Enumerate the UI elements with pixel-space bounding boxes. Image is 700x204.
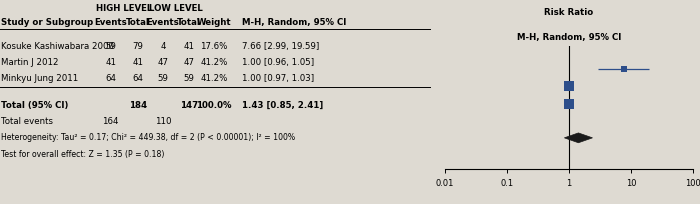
Text: 41: 41 [132, 58, 144, 67]
Text: Events: Events [94, 18, 127, 27]
Text: 4: 4 [160, 42, 166, 51]
Text: 1.00 [0.97, 1.03]: 1.00 [0.97, 1.03] [241, 74, 314, 83]
Text: Test for overall effect: Z = 1.35 (P = 0.18): Test for overall effect: Z = 1.35 (P = 0… [1, 149, 164, 158]
Text: 7.66 [2.99, 19.59]: 7.66 [2.99, 19.59] [241, 42, 318, 51]
Text: M-H, Random, 95% CI: M-H, Random, 95% CI [517, 33, 621, 42]
Text: LOW LEVEL: LOW LEVEL [149, 4, 203, 13]
Text: 110: 110 [155, 116, 172, 125]
Text: 1.00 [0.96, 1.05]: 1.00 [0.96, 1.05] [241, 58, 314, 67]
Text: 64: 64 [105, 74, 116, 83]
Text: Total: Total [126, 18, 150, 27]
Text: Events: Events [147, 18, 179, 27]
Text: 41: 41 [183, 42, 195, 51]
Text: Martin J 2012: Martin J 2012 [1, 58, 59, 67]
Text: Total (95% CI): Total (95% CI) [1, 101, 69, 110]
Text: M-H, Random, 95% CI: M-H, Random, 95% CI [241, 18, 346, 27]
Text: Weight: Weight [197, 18, 232, 27]
Text: 79: 79 [132, 42, 144, 51]
Point [563, 85, 574, 89]
Text: HIGH LEVEL: HIGH LEVEL [96, 4, 153, 13]
Polygon shape [564, 133, 592, 143]
Text: 164: 164 [102, 116, 119, 125]
Text: 59: 59 [158, 74, 169, 83]
Text: 41: 41 [105, 58, 116, 67]
Text: 17.6%: 17.6% [200, 42, 228, 51]
Text: Study or Subgroup: Study or Subgroup [1, 18, 94, 27]
Text: 184: 184 [129, 101, 147, 110]
Text: Total events: Total events [1, 116, 53, 125]
Text: Kosuke Kashiwabara 2000: Kosuke Kashiwabara 2000 [1, 42, 114, 51]
Text: Minkyu Jung 2011: Minkyu Jung 2011 [1, 74, 78, 83]
Text: 1.43 [0.85, 2.41]: 1.43 [0.85, 2.41] [241, 101, 323, 110]
Text: 47: 47 [183, 58, 195, 67]
Text: 100.0%: 100.0% [197, 101, 232, 110]
Text: 64: 64 [132, 74, 144, 83]
Point [618, 68, 629, 71]
Text: Risk Ratio: Risk Ratio [544, 8, 594, 17]
Text: 47: 47 [158, 58, 169, 67]
Text: Heterogeneity: Tau² = 0.17; Chi² = 449.38, df = 2 (P < 0.00001); I² = 100%: Heterogeneity: Tau² = 0.17; Chi² = 449.3… [1, 132, 295, 141]
Text: Total: Total [177, 18, 201, 27]
Point [563, 103, 574, 106]
Text: 147: 147 [180, 101, 198, 110]
Text: 41.2%: 41.2% [200, 58, 228, 67]
Text: 59: 59 [183, 74, 195, 83]
Text: 59: 59 [105, 42, 116, 51]
Text: 41.2%: 41.2% [200, 74, 228, 83]
